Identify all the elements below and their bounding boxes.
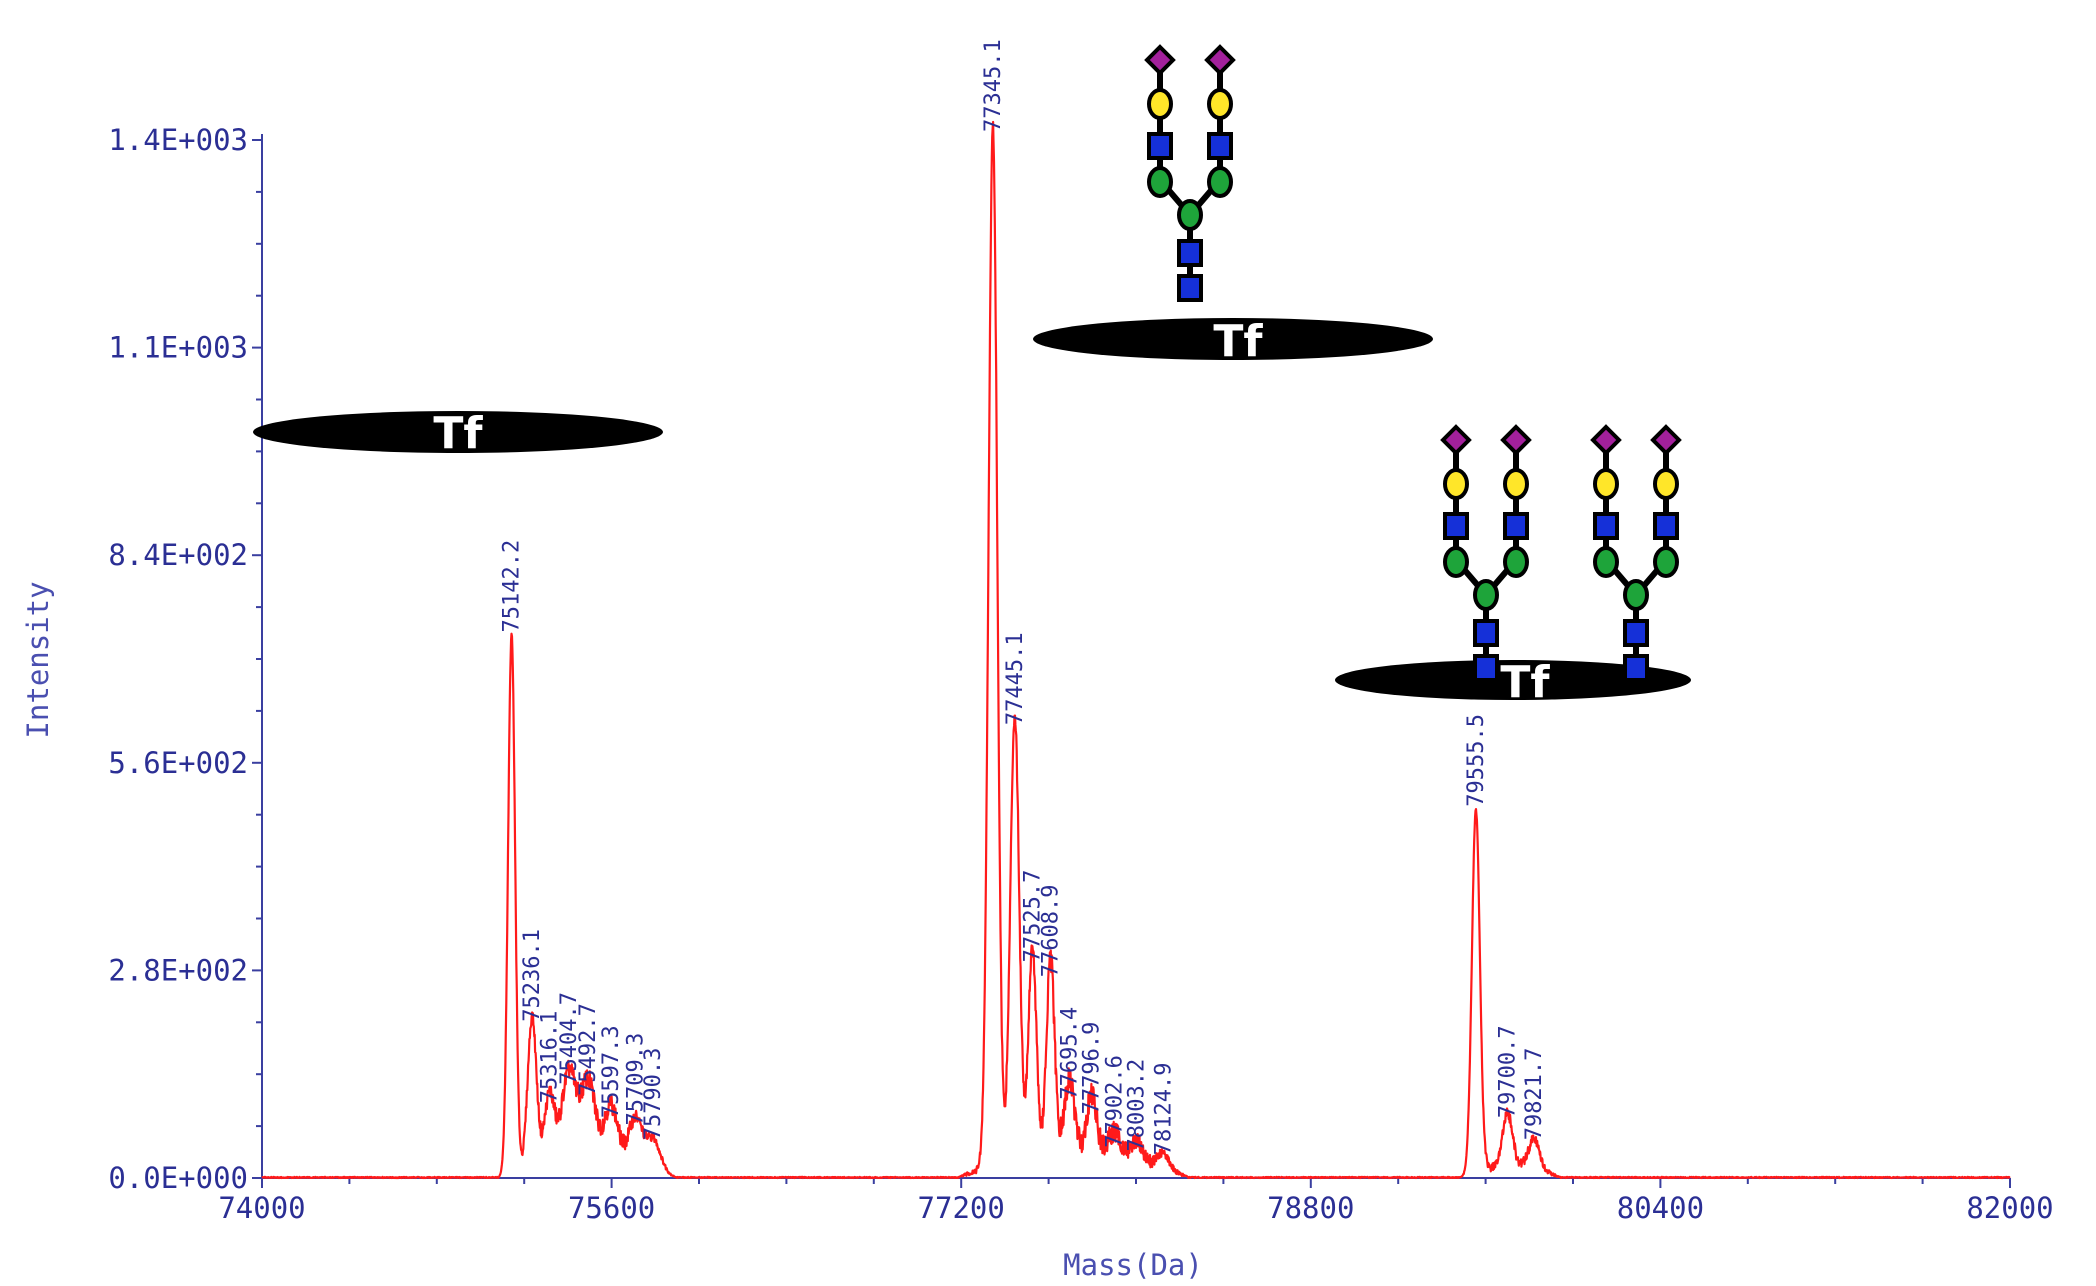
- mannose-circle: [1443, 546, 1469, 578]
- glcnac-square: [1623, 619, 1649, 647]
- tf-label: Tf: [433, 408, 483, 459]
- tf-protein-one-glycan: Tf: [1033, 44, 1433, 367]
- glcnac-square: [1623, 654, 1649, 682]
- mannose-circle: [1147, 166, 1173, 198]
- glycan-structure: [1440, 424, 1532, 682]
- tf-protein-two-glycans: Tf: [1335, 424, 1691, 708]
- galactose-circle: [1207, 88, 1233, 120]
- peak-label: 79700.7: [1496, 1025, 1521, 1118]
- tf-ellipse: [1033, 318, 1433, 360]
- peak-label: 77445.1: [1003, 632, 1028, 725]
- glcnac-square: [1443, 512, 1469, 540]
- mannose-circle: [1623, 579, 1649, 611]
- y-tick-label: 5.6E+002: [108, 746, 248, 780]
- y-tick-label: 0.0E+000: [108, 1161, 248, 1195]
- mannose-circle: [1653, 546, 1679, 578]
- mannose-circle: [1503, 546, 1529, 578]
- peak-label: 75790.3: [641, 1048, 666, 1141]
- peak-label: 75597.3: [599, 1025, 624, 1118]
- y-tick-label: 8.4E+002: [108, 538, 248, 572]
- spectrum-series: [261, 120, 2011, 1180]
- glycan-structure: [1144, 44, 1236, 302]
- peak-label: 78003.2: [1125, 1059, 1150, 1152]
- peak-label: 77525.7: [1020, 870, 1045, 963]
- glcnac-square: [1207, 132, 1233, 160]
- glcnac-square: [1593, 512, 1619, 540]
- mannose-circle: [1177, 199, 1203, 231]
- y-tick-label: 1.1E+003: [108, 331, 248, 365]
- mannose-circle: [1473, 579, 1499, 611]
- mannose-circle: [1593, 546, 1619, 578]
- glcnac-square: [1177, 239, 1203, 267]
- tick-marks: [252, 139, 2011, 1188]
- y-axis-title: Intensity: [21, 581, 55, 738]
- peak-label: 77796.9: [1080, 1022, 1105, 1115]
- sialic-acid-diamond: [1144, 44, 1176, 76]
- x-tick-label: 75600: [568, 1191, 655, 1225]
- tf-ellipse: [1335, 660, 1691, 700]
- glcnac-square: [1503, 512, 1529, 540]
- tf-label: Tf: [1213, 316, 1263, 367]
- glcnac-square: [1147, 132, 1173, 160]
- glcnac-square: [1473, 619, 1499, 647]
- x-axis-title: Mass(Da): [1063, 1248, 1203, 1282]
- peak-label: 75492.7: [576, 1003, 601, 1096]
- sialic-acid-diamond: [1440, 424, 1472, 456]
- peak-label: 77345.1: [981, 39, 1006, 132]
- galactose-circle: [1653, 468, 1679, 500]
- x-tick-label: 78800: [1267, 1191, 1354, 1225]
- glcnac-square: [1473, 654, 1499, 682]
- x-tick-label: 74000: [218, 1191, 305, 1225]
- sialic-acid-diamond: [1500, 424, 1532, 456]
- galactose-circle: [1443, 468, 1469, 500]
- x-tick-label: 80400: [1617, 1191, 1704, 1225]
- peak-label: 79555.5: [1464, 714, 1489, 807]
- tf-label: Tf: [1500, 657, 1550, 708]
- peak-label: 78124.9: [1151, 1062, 1176, 1155]
- peak-label: 75316.1: [538, 1011, 563, 1104]
- galactose-circle: [1593, 468, 1619, 500]
- peak-label: 75709.3: [624, 1033, 649, 1126]
- tf-ellipse: [253, 411, 663, 453]
- peak-label: 79821.7: [1522, 1048, 1547, 1141]
- galactose-circle: [1147, 88, 1173, 120]
- peak-label: 77695.4: [1057, 1007, 1082, 1100]
- peak-label: 77902.6: [1103, 1055, 1128, 1148]
- y-tick-label: 1.4E+003: [108, 123, 248, 157]
- glcnac-square: [1653, 512, 1679, 540]
- sialic-acid-diamond: [1590, 424, 1622, 456]
- peak-label: 77608.9: [1039, 884, 1064, 977]
- peak-label: 75236.1: [520, 929, 545, 1022]
- y-tick-label: 2.8E+002: [108, 953, 248, 987]
- sialic-acid-diamond: [1650, 424, 1682, 456]
- glycan-structure: [1590, 424, 1682, 682]
- x-tick-label: 82000: [1966, 1191, 2053, 1225]
- mannose-circle: [1207, 166, 1233, 198]
- glcnac-square: [1177, 274, 1203, 302]
- galactose-circle: [1503, 468, 1529, 500]
- sialic-acid-diamond: [1204, 44, 1236, 76]
- x-tick-label: 77200: [918, 1191, 1005, 1225]
- tick-labels: 74000 75600 77200 78800 80400 82000 0.0E+000 2.…: [108, 123, 2053, 1225]
- peak-label: 75142.2: [500, 540, 525, 633]
- tf-protein-bare: Tf: [253, 408, 663, 459]
- peak-label: 75404.7: [557, 992, 582, 1085]
- peak-labels: 75142.2 75236.175316.175404.775492.775597…: [500, 39, 1547, 1155]
